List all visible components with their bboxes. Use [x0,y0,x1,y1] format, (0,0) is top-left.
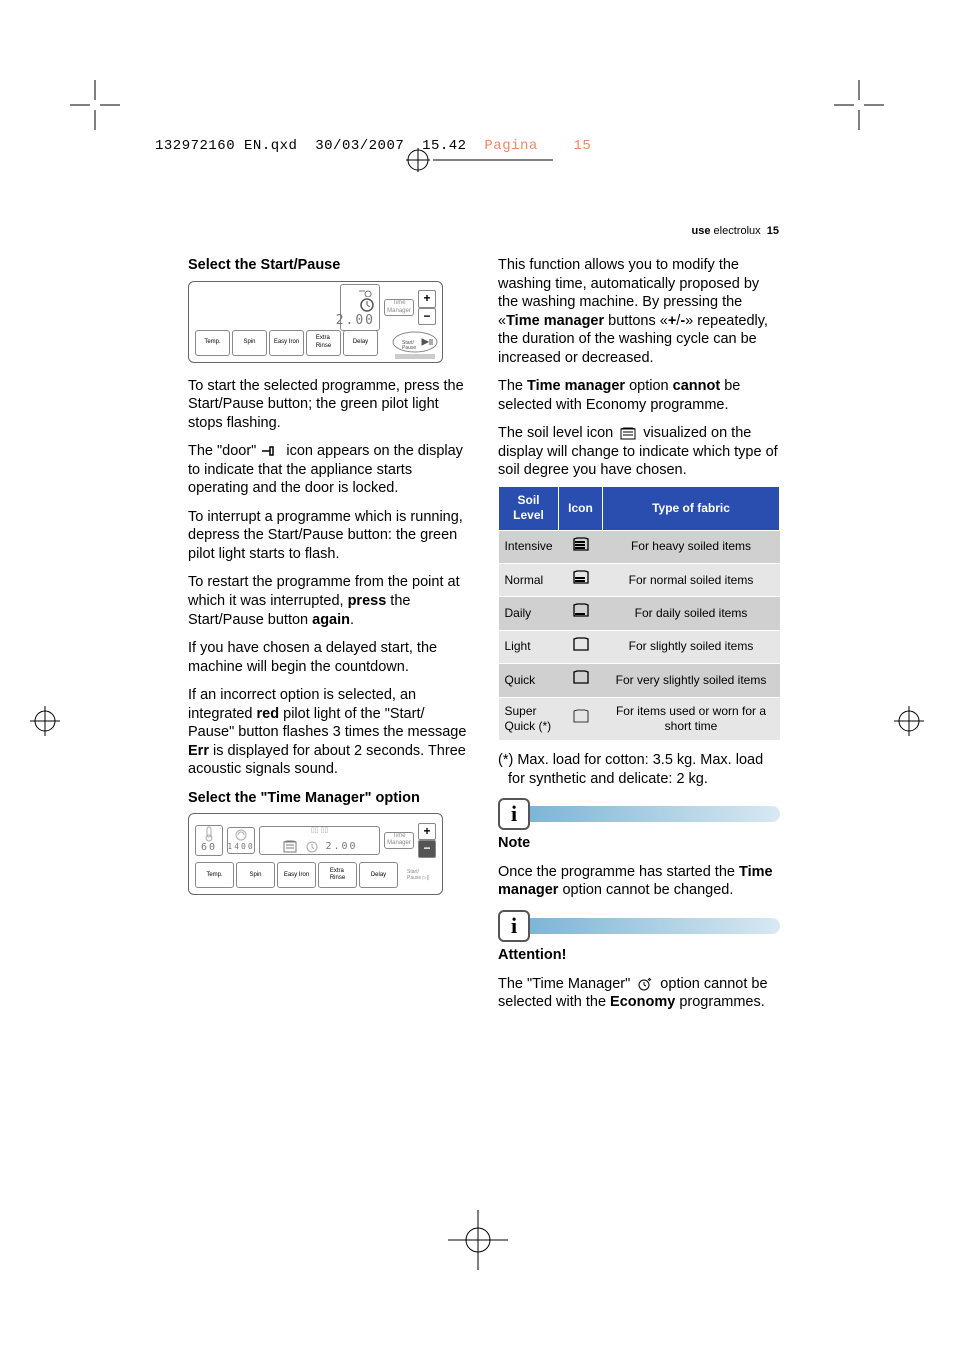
panel1-btn-extrarinse[interactable]: Extra Rinse [306,330,341,356]
p-soil-icon: The soil level icon visualized on the di… [498,424,780,480]
p-interrupt: To interrupt a programme which is runnin… [188,508,470,564]
table-row: Daily For daily soiled items [499,597,780,630]
table-row: Normal For normal soiled items [499,564,780,597]
panel2-btn-delay[interactable]: Delay [359,862,398,888]
p-start-1: To start the selected programme, press t… [188,377,470,433]
panel1-btn-delay[interactable]: Delay [343,330,378,356]
p-delayed: If you have chosen a delayed start, the … [188,639,470,676]
panel2-tm-label: Time Manager [384,832,414,849]
running-head-page: 15 [767,225,779,237]
plus-button[interactable]: + [418,290,436,307]
panel2-temp: 60 [195,825,223,856]
panel1-tm-label: Time Manager [384,299,414,316]
panel2-btn-extrarinse[interactable]: Extra Rinse [318,862,357,888]
cell-level: Intensive [499,530,559,563]
control-panel-2: 60 1400 ▯▯ ▯▯ 2.00 Time Manager + [188,813,443,895]
cell-desc: For daily soiled items [603,597,780,630]
file-header: 132972160 EN.qxd 30/03/2007 15.42 Pagina… [155,138,591,154]
registration-left [30,706,60,736]
heading-start-pause: Select the Start/Pause [188,256,470,275]
info-note-bar: i [498,798,780,830]
panel1-btn-spin[interactable]: Spin [232,330,267,356]
p-door: The "door" icon appears on the display t… [188,442,470,498]
p-error: If an incorrect option is selected, an i… [188,686,470,779]
p-tm-intro: This function allows you to modify the w… [498,256,780,367]
cell-desc: For normal soiled items [603,564,780,597]
panel2-btn-spin[interactable]: Spin [236,862,275,888]
cell-desc: For heavy soiled items [603,530,780,563]
signature-mark [398,148,558,188]
svg-text:Pause: Pause [402,345,416,351]
start-pause-button[interactable]: Start/Pause [387,332,442,360]
cell-icon [559,664,603,697]
footnote: (*) Max. load for cotton: 3.5 kg. Max. l… [498,751,780,788]
panel2-btn-temp[interactable]: Temp. [195,862,234,888]
panel1-btn-easyiron[interactable]: Easy Iron [269,330,304,356]
right-column: This function allows you to modify the w… [498,256,780,1022]
cell-desc: For items used or worn for a short time [603,697,780,741]
minus-button[interactable]: − [418,840,436,857]
cell-desc: For slightly soiled items [603,630,780,663]
info-icon: i [498,910,530,942]
left-column: Select the Start/Pause 2.00 Time Manager… [188,256,470,1022]
soil-icon [281,840,299,854]
registration-bottom [448,1210,508,1270]
soil-level-table: Soil Level Icon Type of fabric Intensive… [498,486,780,741]
crop-mark-tr [834,80,884,130]
info-icon: i [498,798,530,830]
minus-button[interactable]: − [418,308,436,325]
cell-icon [559,564,603,597]
info-attention-bar: i [498,910,780,942]
attention-heading: Attention! [498,947,566,963]
clock-icon [305,840,319,854]
panel2-btn-easyiron[interactable]: Easy Iron [277,862,316,888]
table-row: Intensive For heavy soiled items [499,530,780,563]
registration-right [894,706,924,736]
control-panel-1: 2.00 Time Manager + − Start/Pause Temp. … [188,281,443,363]
cell-icon [559,530,603,563]
cell-level: Super Quick (*) [499,697,559,741]
crop-mark-tl [70,80,120,130]
panel2-spin: 1400 [227,827,255,853]
note-heading: Note [498,835,530,851]
running-head-prefix: use [692,225,711,237]
file-time: 15.42 [422,138,467,154]
heading-time-manager: Select the "Time Manager" option [188,789,470,808]
plus-button[interactable]: + [418,823,436,840]
attention-body: The "Time Manager" option cannot be sele… [498,975,780,1012]
panel2-display: ▯▯ ▯▯ 2.00 [259,826,380,855]
cell-desc: For very slightly soiled items [603,664,780,697]
pagina-num: 15 [573,138,591,154]
door-lock-icon [357,285,375,297]
panel1-btn-temp[interactable]: Temp. [195,330,230,356]
cell-icon [559,697,603,741]
pagina-label: Pagina [484,138,537,154]
cell-level: Quick [499,664,559,697]
cell-level: Daily [499,597,559,630]
p-tm-cannot: The Time manager option cannot be select… [498,377,780,414]
th-icon: Icon [559,487,603,531]
panel1-display: 2.00 [336,313,375,330]
table-row: Super Quick (*) For items used or worn f… [499,697,780,741]
file-date: 30/03/2007 [315,138,404,154]
table-row: Light For slightly soiled items [499,630,780,663]
running-head: use electrolux 15 [692,225,779,237]
cell-level: Light [499,630,559,663]
p-restart: To restart the programme from the point … [188,573,470,629]
running-head-brand: electrolux [714,225,761,237]
th-soil: Soil Level [499,487,559,531]
th-fabric: Type of fabric [603,487,780,531]
cell-icon [559,630,603,663]
clock-icon [359,297,375,313]
time-manager-icon [634,977,656,991]
door-icon [260,444,282,458]
soil-level-icon [617,427,639,441]
cell-icon [559,597,603,630]
filename: 132972160 EN.qxd [155,138,297,154]
cell-level: Normal [499,564,559,597]
table-row: Quick For very slightly soiled items [499,664,780,697]
note-body: Once the programme has started the Time … [498,863,780,900]
